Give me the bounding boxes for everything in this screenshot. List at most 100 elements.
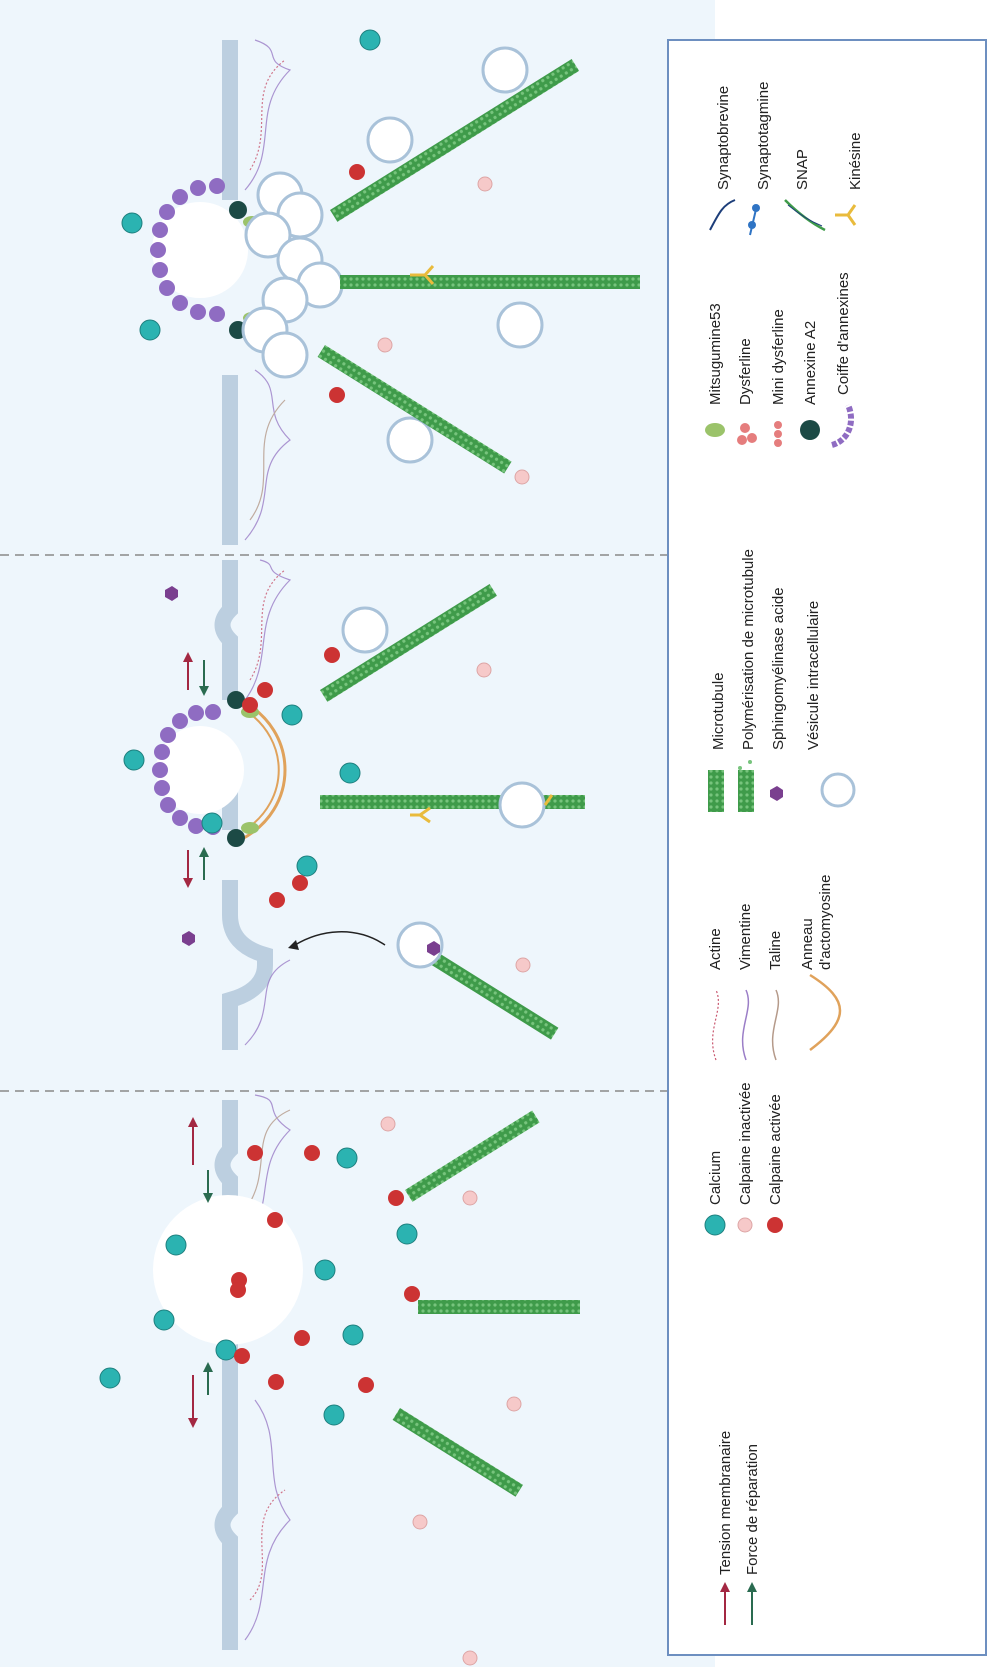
tension-arrow-bottom-2 [188, 1117, 198, 1165]
calpain-inactive-icon [506, 1396, 522, 1412]
legend-anneau: Anneau d'actomyosine [799, 875, 842, 1051]
microtubule [317, 345, 512, 474]
legend-vesicule: Vésicule intracellulaire [805, 601, 856, 808]
svg-text:Microtubule: Microtubule [710, 672, 727, 750]
vesicle-icon [244, 211, 292, 259]
membrane-wound [153, 1195, 303, 1345]
legend-synaptobrevine: Synaptobrevine [709, 86, 736, 231]
microtubule [402, 935, 559, 1040]
vesicle-icon [366, 116, 414, 164]
svg-text:Calpaine inactivée: Calpaine inactivée [737, 1082, 754, 1205]
legend-calpaine-active: Calpaine activée [767, 1094, 784, 1233]
svg-text:SNAP: SNAP [794, 149, 811, 190]
annexin-cap-icon [152, 704, 244, 835]
svg-text:Polymérisation de microtubule: Polymérisation de microtubule [740, 549, 757, 750]
calpain-active-icon [268, 1374, 284, 1390]
calpain-inactive-icon [380, 1116, 396, 1132]
vesicle-icon [498, 781, 546, 829]
calcium-ion-icon [121, 212, 143, 234]
calpain-active-icon [329, 387, 345, 403]
legend-taline: Taline [767, 931, 784, 1061]
calcium-ion-icon [336, 1147, 358, 1169]
svg-text:Mitsugumine53: Mitsugumine53 [707, 303, 724, 405]
calcium-ion-icon [215, 1339, 237, 1361]
legend-coiffe: Coiffe d'annexines [830, 272, 854, 448]
calcium-ion-icon [153, 1309, 175, 1331]
svg-text:Calpaine activée: Calpaine activée [767, 1094, 784, 1205]
vesicle-icon [496, 301, 544, 349]
calpain-active-icon [358, 1377, 374, 1393]
svg-text:Tension membranaire: Tension membranaire [717, 1431, 734, 1575]
svg-text:d'actomyosine: d'actomyosine [817, 875, 834, 970]
calcium-ion-icon [281, 704, 303, 726]
tension-arrow-bottom-1 [188, 1375, 198, 1428]
calpain-active-icon [324, 647, 340, 663]
calcium-ion-icon [165, 1234, 187, 1256]
legend-annexine-a2: Annexine A2 [800, 321, 820, 440]
calpain-active-icon [304, 1145, 320, 1161]
calpain-active-icon [247, 1145, 263, 1161]
microtubule [418, 1300, 580, 1314]
microtubule [330, 58, 580, 222]
kinesin-icon [410, 265, 435, 285]
calpain-inactive-icon [462, 1650, 478, 1666]
calpain-inactive-icon [412, 1514, 428, 1530]
calpain-inactive-icon [477, 176, 493, 192]
legend-calpaine-inactive: Calpaine inactivée [737, 1082, 754, 1233]
svg-text:Taline: Taline [767, 931, 784, 970]
calpain-active-icon [242, 697, 258, 713]
sphingomyelinase-icon [165, 586, 178, 601]
vesicle-icon [261, 331, 309, 379]
legend-actine: Actine [707, 928, 724, 1061]
legend-box [667, 39, 987, 1656]
calcium-ion-icon [339, 762, 361, 784]
calpain-active-icon [404, 1286, 420, 1302]
svg-text:Kinésine: Kinésine [847, 132, 864, 190]
calcium-ion-icon [296, 855, 318, 877]
svg-text:Dysferline: Dysferline [737, 338, 754, 405]
vesicle-icon [341, 606, 389, 654]
svg-text:Calcium: Calcium [707, 1151, 724, 1205]
annexin-a2-icon [227, 691, 245, 709]
calpain-active-icon [349, 164, 365, 180]
calpain-active-icon [230, 1282, 246, 1298]
legend-mitsugumine: Mitsugumine53 [705, 303, 725, 437]
legend-tension: Tension membranaire [717, 1431, 734, 1625]
calcium-ion-icon [323, 1404, 345, 1426]
svg-text:Mini dysferline: Mini dysferline [770, 309, 787, 405]
calpain-active-icon [267, 1212, 283, 1228]
annexin-a2-icon [229, 201, 247, 219]
calcium-ion-icon [201, 812, 223, 834]
svg-text:Force de réparation: Force de réparation [744, 1444, 761, 1575]
calcium-ion-icon [123, 749, 145, 771]
cytoskeleton-mesh [239, 39, 292, 1641]
calpain-inactive-icon [377, 337, 393, 353]
calcium-ion-icon [359, 29, 381, 51]
calpain-active-icon [388, 1190, 404, 1206]
vesicle-icon [481, 46, 529, 94]
svg-text:Synaptobrevine: Synaptobrevine [715, 86, 732, 190]
calcium-ion-icon [99, 1367, 121, 1389]
svg-text:Synaptotagmine: Synaptotagmine [755, 82, 772, 190]
svg-text:Annexine A2: Annexine A2 [802, 321, 819, 405]
svg-text:Coiffe d'annexines: Coiffe d'annexines [835, 272, 852, 395]
legend-dysferline: Dysferline [737, 338, 757, 445]
kinesin-icon [543, 794, 554, 806]
legend-polymerisation: Polymérisation de microtubule [738, 549, 757, 812]
svg-text:Vimentine: Vimentine [737, 904, 754, 970]
legend-calcium: Calcium [704, 1151, 726, 1236]
legend-mini-dysferline: Mini dysferline [770, 309, 787, 447]
svg-text:Vésicule intracellulaire: Vésicule intracellulaire [805, 601, 822, 750]
calcium-ion-icon [396, 1223, 418, 1245]
force-arrow-middle-1 [199, 660, 209, 696]
microtubule [405, 1110, 540, 1202]
vesicle-icon [396, 921, 444, 969]
vesicle-icon [386, 416, 434, 464]
calpain-active-icon [294, 1330, 310, 1346]
calpain-active-icon [257, 682, 273, 698]
annexin-a2-icon [227, 829, 245, 847]
calpain-inactive-icon [476, 662, 492, 678]
legend-sphingomyelinase: Sphingomyélinase acide [770, 587, 787, 801]
tension-arrow-middle-1 [183, 652, 193, 690]
